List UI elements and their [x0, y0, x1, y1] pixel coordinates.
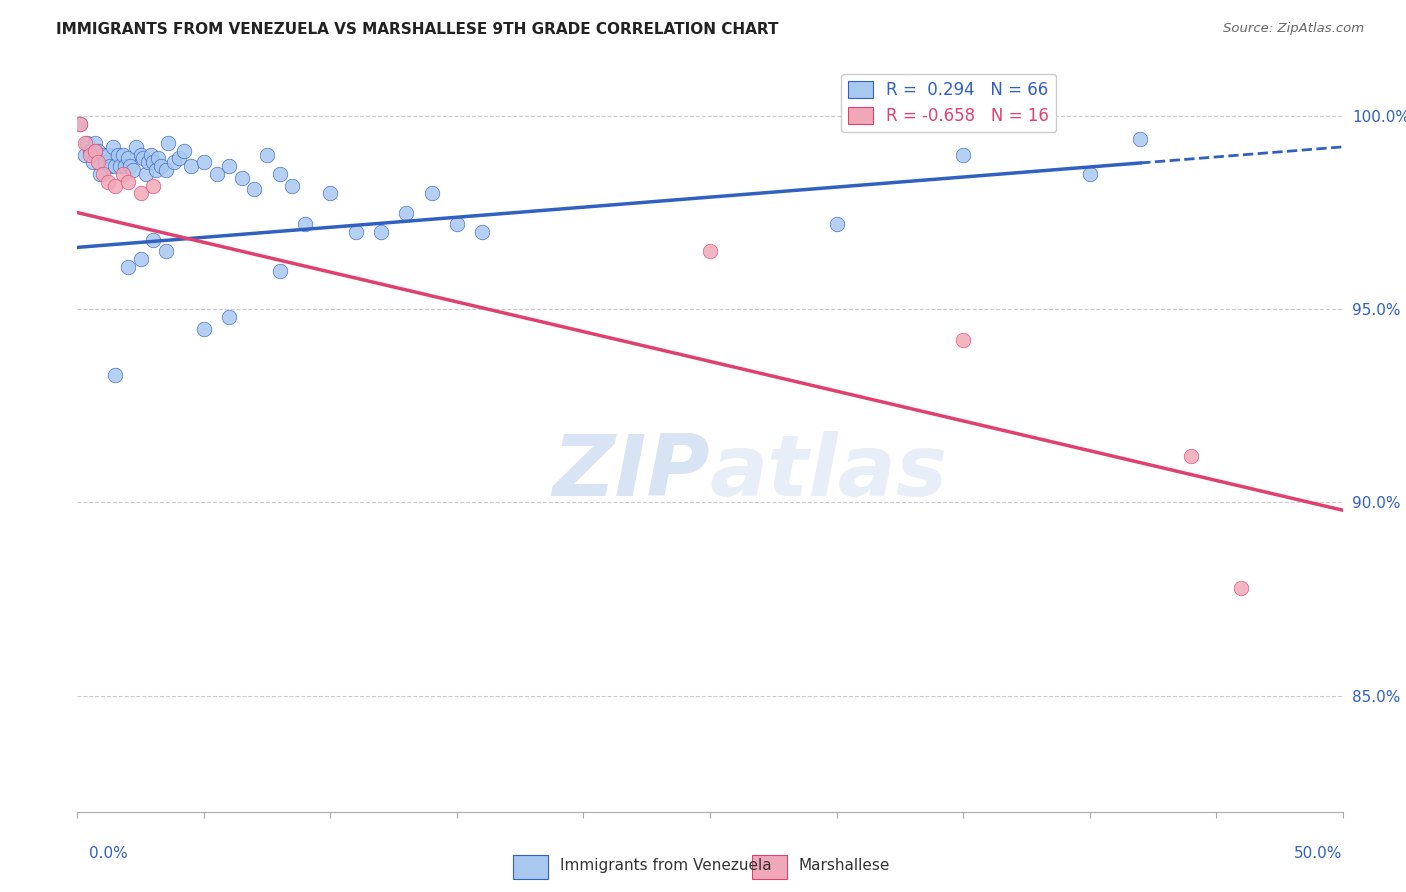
Point — [84, 136, 107, 150]
Point — [94, 155, 117, 169]
Point — [825, 217, 848, 231]
Point — [111, 147, 134, 161]
Point — [84, 144, 107, 158]
Point — [142, 155, 165, 169]
Point — [79, 147, 101, 161]
Point — [395, 205, 418, 219]
Point — [148, 152, 170, 166]
Point — [76, 136, 98, 150]
Point — [162, 155, 184, 169]
Point — [180, 159, 202, 173]
Point — [73, 136, 96, 150]
Point — [79, 144, 101, 158]
Point — [135, 167, 157, 181]
Point — [1230, 581, 1253, 595]
Point — [98, 159, 121, 173]
Point — [114, 159, 136, 173]
Point — [129, 252, 152, 266]
Point — [157, 136, 180, 150]
Point — [218, 159, 240, 173]
Point — [155, 244, 177, 259]
Point — [281, 178, 304, 193]
Point — [1180, 449, 1202, 463]
Text: Marshallese: Marshallese — [799, 858, 890, 872]
Point — [294, 217, 316, 231]
Point — [82, 155, 104, 169]
Point — [145, 163, 167, 178]
Point — [117, 175, 139, 189]
Point — [344, 225, 367, 239]
Text: ZIP: ZIP — [553, 431, 710, 514]
Point — [167, 152, 190, 166]
Point — [173, 144, 195, 158]
Point — [120, 159, 142, 173]
Text: 50.0%: 50.0% — [1295, 846, 1343, 861]
Point — [420, 186, 443, 201]
Point — [69, 117, 91, 131]
Point — [370, 225, 392, 239]
Point — [86, 144, 108, 158]
Point — [129, 186, 152, 201]
Point — [243, 182, 266, 196]
Point — [149, 159, 172, 173]
Point — [129, 147, 152, 161]
Point — [142, 233, 165, 247]
Point — [91, 147, 114, 161]
Point — [218, 310, 240, 324]
Point — [142, 178, 165, 193]
Text: atlas: atlas — [710, 431, 948, 514]
Point — [104, 159, 127, 173]
Point — [136, 155, 159, 169]
Text: 0.0%: 0.0% — [89, 846, 128, 861]
Point — [1129, 132, 1152, 146]
Point — [139, 147, 162, 161]
Point — [1078, 167, 1101, 181]
Point — [205, 167, 228, 181]
Bar — [513, 855, 548, 879]
Point — [132, 152, 155, 166]
Point — [69, 117, 91, 131]
Point — [97, 147, 120, 161]
Point — [319, 186, 342, 201]
Point — [73, 147, 96, 161]
Bar — [752, 855, 787, 879]
Legend: R =  0.294   N = 66, R = -0.658   N = 16: R = 0.294 N = 66, R = -0.658 N = 16 — [841, 74, 1056, 132]
Point — [89, 167, 111, 181]
Point — [471, 225, 494, 239]
Point — [117, 260, 139, 274]
Point — [111, 167, 134, 181]
Point — [193, 155, 215, 169]
Point — [91, 167, 114, 181]
Point — [117, 152, 139, 166]
Point — [110, 159, 132, 173]
Point — [97, 175, 120, 189]
Point — [122, 163, 145, 178]
Text: Immigrants from Venezuela: Immigrants from Venezuela — [560, 858, 772, 872]
Point — [155, 163, 177, 178]
Text: Source: ZipAtlas.com: Source: ZipAtlas.com — [1223, 22, 1364, 36]
Point — [952, 333, 974, 347]
Point — [124, 140, 146, 154]
Point — [86, 155, 108, 169]
Text: IMMIGRANTS FROM VENEZUELA VS MARSHALLESE 9TH GRADE CORRELATION CHART: IMMIGRANTS FROM VENEZUELA VS MARSHALLESE… — [56, 22, 779, 37]
Point — [269, 167, 291, 181]
Point — [269, 263, 291, 277]
Point — [104, 178, 127, 193]
Point — [104, 368, 127, 382]
Point — [952, 147, 974, 161]
Point — [256, 147, 278, 161]
Point — [101, 140, 124, 154]
Point — [699, 244, 721, 259]
Point — [231, 170, 253, 185]
Point — [446, 217, 468, 231]
Point — [107, 147, 129, 161]
Point — [193, 321, 215, 335]
